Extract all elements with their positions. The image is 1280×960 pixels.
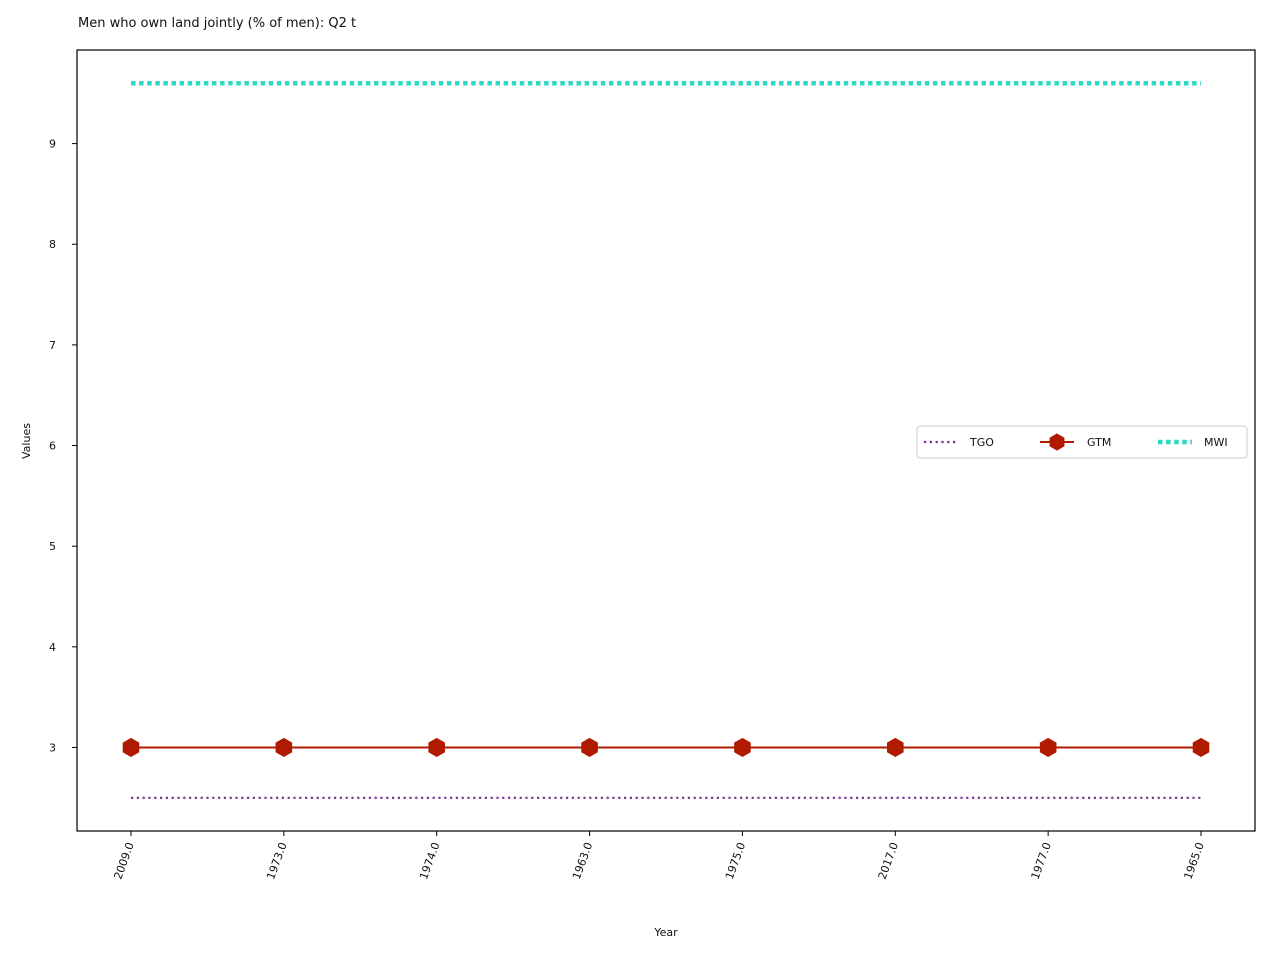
- y-tick-label: 4: [49, 641, 56, 654]
- y-tick-label: 3: [49, 741, 56, 754]
- x-tick-label: 1977.0: [1029, 841, 1054, 882]
- data-point-gtm: [886, 737, 904, 758]
- chart-title: Men who own land jointly (% of men): Q2 …: [78, 16, 357, 31]
- x-axis: 2009.0 1973.0 1974.0 1963.0 1975.0 2017.0 1977…: [111, 831, 1207, 882]
- y-axis-label: Values: [20, 423, 33, 459]
- x-tick-label: 2017.0: [876, 841, 901, 882]
- data-point-gtm: [122, 737, 140, 758]
- series-gtm: [122, 737, 1210, 758]
- y-tick-label: 9: [49, 138, 56, 151]
- plot-area-frame: [76, 49, 1256, 832]
- data-point-gtm: [1039, 737, 1057, 758]
- series-layer: [122, 80, 1210, 799]
- y-axis: 3 4 5 6 7 8 9: [49, 138, 77, 754]
- data-point-gtm: [1192, 737, 1210, 758]
- x-tick-label: 1974.0: [417, 841, 442, 882]
- data-point-gtm: [275, 737, 293, 758]
- legend-label-gtm: GTM: [1087, 436, 1111, 449]
- x-tick-label: 2009.0: [111, 841, 136, 882]
- data-point-gtm: [428, 737, 446, 758]
- legend-entry-tgo: TGO: [924, 436, 994, 449]
- x-tick-label: 1973.0: [264, 841, 289, 882]
- legend-label-mwi: MWI: [1204, 436, 1228, 449]
- x-tick-label: 1965.0: [1181, 841, 1206, 882]
- legend: TGO GTM MWI: [916, 425, 1248, 459]
- legend-entry-gtm: GTM: [1040, 433, 1111, 451]
- legend-entry-mwi: MWI: [1158, 436, 1228, 449]
- x-axis-label: Year: [653, 926, 678, 939]
- legend-marker-gtm: [1049, 433, 1065, 451]
- y-tick-label: 8: [49, 238, 56, 251]
- data-point-gtm: [581, 737, 598, 758]
- y-tick-label: 6: [49, 440, 56, 453]
- legend-label-tgo: TGO: [969, 436, 994, 449]
- x-tick-label: 1975.0: [723, 841, 748, 882]
- data-point-gtm: [734, 737, 751, 758]
- y-tick-label: 5: [49, 540, 56, 553]
- x-tick-label: 1963.0: [570, 841, 595, 882]
- y-tick-label: 7: [49, 339, 56, 352]
- legend-box: [916, 425, 1248, 459]
